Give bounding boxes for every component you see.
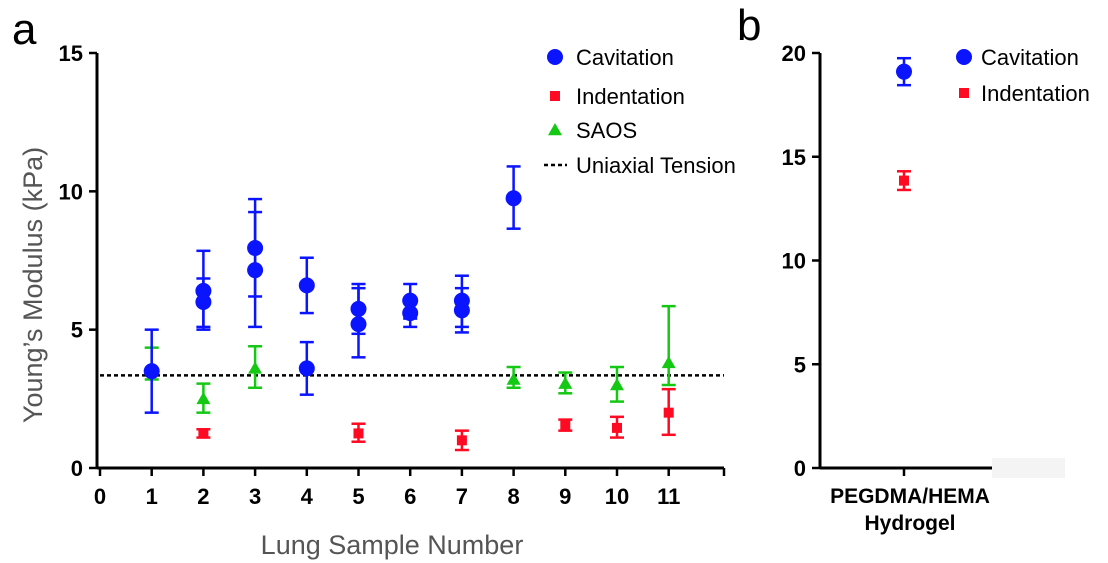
a-saos-errorbar xyxy=(661,304,676,387)
a-legend-marker-saos xyxy=(548,123,562,136)
a-indentation-point xyxy=(612,422,622,433)
a-x-tick-label: 2 xyxy=(197,484,209,509)
a-legend-marker-indentation xyxy=(550,91,560,101)
a-indentation-point xyxy=(198,428,209,439)
a-indentation-point xyxy=(456,435,467,446)
a-x-tick-label: 6 xyxy=(404,484,416,509)
b-y-tick-label: 0 xyxy=(794,456,806,481)
a-legend-label: Uniaxial Tension xyxy=(576,153,736,178)
b-legend-label: Indentation xyxy=(981,81,1090,106)
a-y-axis-label: Young’s Modulus (kPa) xyxy=(18,147,48,423)
b-category-label-1: PEGDMA/HEMA xyxy=(830,485,990,508)
b-axis-stub xyxy=(992,458,1065,478)
a-x-axis-label: Lung Sample Number xyxy=(261,530,524,560)
a-saos-point xyxy=(248,361,263,374)
a-cavitation-point xyxy=(143,363,160,380)
a-x-tick-label: 5 xyxy=(352,484,364,509)
a-x-tick-label: 1 xyxy=(146,484,158,509)
a-saos-point xyxy=(610,378,624,391)
a-legend-label: Indentation xyxy=(576,84,685,109)
a-legend-marker-cavitation xyxy=(547,49,563,65)
a-x-tick-label: 11 xyxy=(657,484,680,509)
b-legend-label: Cavitation xyxy=(981,45,1079,70)
a-y-tick-label: 10 xyxy=(59,179,83,204)
b-legend-marker-indentation xyxy=(959,88,969,98)
a-cavitation-point xyxy=(298,360,315,377)
chart-a: 0 5 10 15 0 1 2 3 4 5 6 7 8 9 10 11 Young’s Modulus (k… xyxy=(18,41,736,560)
a-y-tick-label: 0 xyxy=(71,456,83,481)
a-saos-point xyxy=(196,391,211,405)
a-cavitation-point xyxy=(298,277,315,294)
a-cavitation-point xyxy=(453,302,470,319)
a-cavitation-point xyxy=(505,190,522,207)
a-x-tick-label: 4 xyxy=(301,484,314,509)
b-y-tick-label: 20 xyxy=(782,41,806,66)
b-cavitation-point xyxy=(896,63,912,80)
a-legend-label: Cavitation xyxy=(576,45,674,70)
b-y-tick-label: 10 xyxy=(782,249,806,274)
a-x-tick-label: 8 xyxy=(507,484,519,509)
a-indentation-point xyxy=(560,420,571,431)
a-x-tick-label: 10 xyxy=(605,484,629,509)
b-category-label-2: Hydrogel xyxy=(864,512,955,535)
a-indentation-point xyxy=(663,407,674,418)
a-saos-point xyxy=(506,372,521,385)
a-cavitation-point xyxy=(247,262,264,279)
a-x-tick-label: 9 xyxy=(559,484,571,509)
a-x-tick-label: 0 xyxy=(94,484,106,509)
b-indentation-point xyxy=(899,175,909,186)
a-x-tick-label: 3 xyxy=(249,484,261,509)
b-legend: Cavitation Indentation xyxy=(956,45,1090,106)
a-y-tick-label: 5 xyxy=(71,318,83,343)
a-cavitation-point xyxy=(195,294,212,310)
a-cavitation-point xyxy=(402,305,419,322)
a-cavitation-point xyxy=(350,316,367,333)
b-legend-marker-cavitation xyxy=(956,49,972,65)
chart-b: 0 5 10 15 20 PEGDMA/HEMA Hydrogel Cavitation… xyxy=(782,41,1090,535)
a-x-tick-label: 7 xyxy=(456,484,468,509)
a-legend: Cavitation Indentation SAOS Uniaxial Tensio… xyxy=(544,45,736,178)
a-legend-label: SAOS xyxy=(576,118,637,143)
b-y-tick-label: 15 xyxy=(782,145,806,170)
b-y-tick-label: 5 xyxy=(794,352,806,377)
a-saos-point xyxy=(661,355,676,369)
a-saos-point xyxy=(558,376,573,389)
panel-b-label: b xyxy=(737,1,761,50)
a-y-tick-label: 15 xyxy=(59,41,83,66)
a-indentation-point xyxy=(353,428,364,439)
panel-a-label: a xyxy=(12,5,37,54)
